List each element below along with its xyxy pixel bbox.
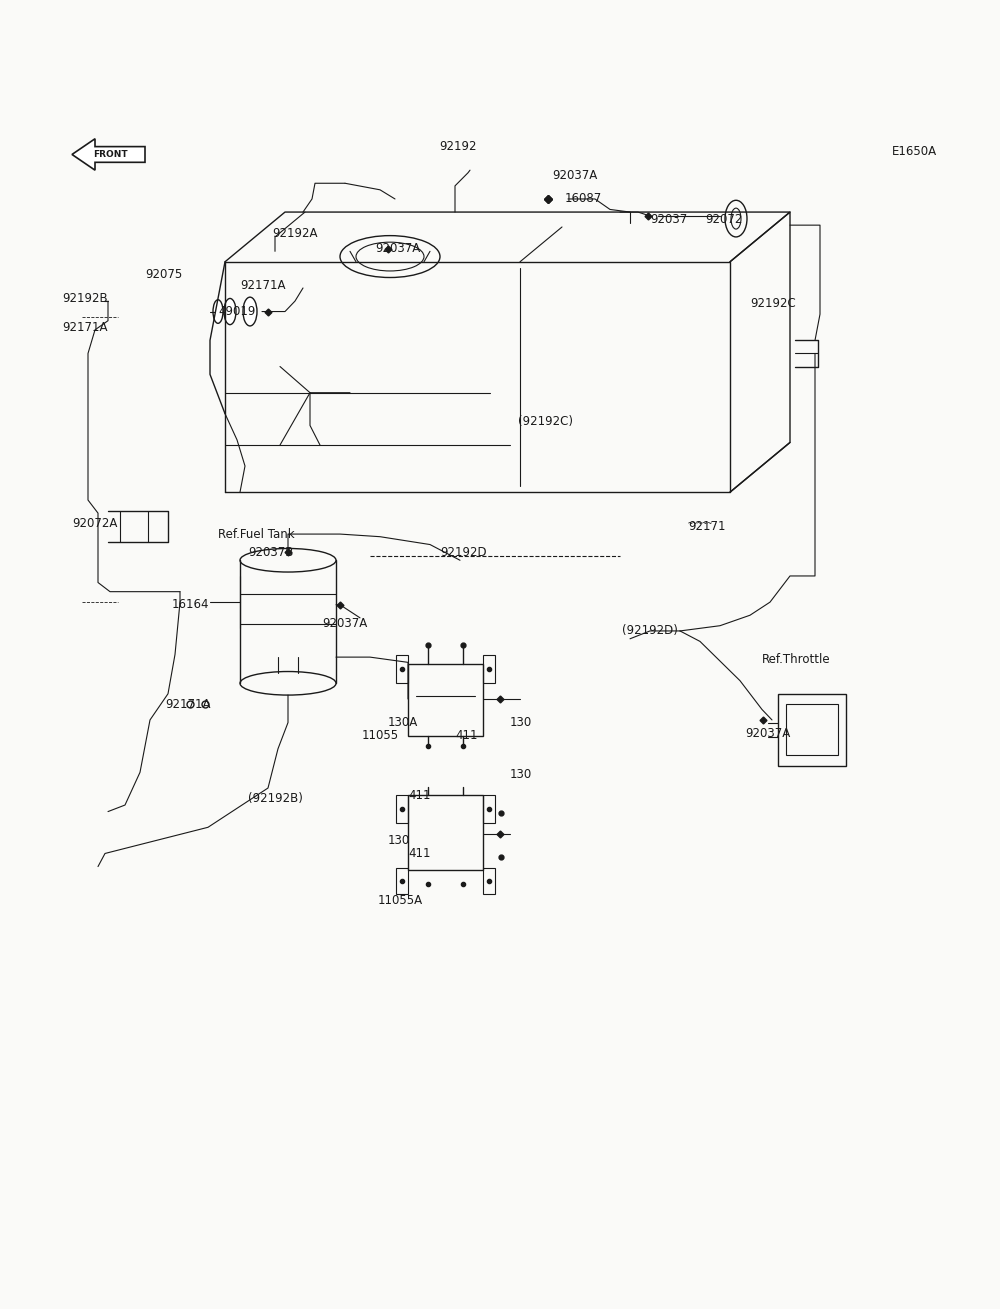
Text: 92171: 92171 bbox=[688, 520, 726, 533]
Text: 92037B: 92037B bbox=[248, 546, 293, 559]
Text: 92037A: 92037A bbox=[375, 242, 420, 255]
Bar bbox=[396, 654, 408, 683]
Text: 92192D: 92192D bbox=[440, 546, 487, 559]
Text: 130: 130 bbox=[510, 768, 532, 781]
Text: 92037A: 92037A bbox=[552, 169, 597, 182]
Bar bbox=[483, 795, 495, 823]
Bar bbox=[408, 795, 483, 870]
Text: 130: 130 bbox=[510, 716, 532, 729]
Text: 92037A: 92037A bbox=[745, 726, 790, 740]
Polygon shape bbox=[72, 139, 145, 170]
Bar bbox=[396, 795, 408, 823]
Bar bbox=[408, 664, 483, 736]
Text: 92171A: 92171A bbox=[165, 698, 210, 711]
Text: 130: 130 bbox=[388, 834, 410, 847]
Text: 92192C: 92192C bbox=[750, 297, 796, 310]
Text: 92037: 92037 bbox=[650, 213, 687, 226]
Text: 92037A: 92037A bbox=[322, 617, 367, 630]
Text: E1650A: E1650A bbox=[892, 145, 937, 158]
Ellipse shape bbox=[213, 300, 223, 323]
Bar bbox=[396, 868, 408, 894]
Text: Ref.Throttle: Ref.Throttle bbox=[762, 653, 831, 666]
Text: 411: 411 bbox=[455, 729, 478, 742]
Text: 130A: 130A bbox=[388, 716, 418, 729]
Text: FRONT: FRONT bbox=[93, 151, 128, 158]
Bar bbox=[483, 868, 495, 894]
Text: (92192D): (92192D) bbox=[622, 624, 678, 637]
Text: 49019: 49019 bbox=[218, 305, 255, 318]
Text: 92072A: 92072A bbox=[72, 517, 117, 530]
Text: 92192A: 92192A bbox=[272, 226, 318, 240]
Ellipse shape bbox=[224, 298, 236, 325]
Text: 16164: 16164 bbox=[172, 598, 210, 611]
Text: 92171A: 92171A bbox=[240, 279, 286, 292]
Text: 92171A: 92171A bbox=[62, 321, 108, 334]
Text: 92192: 92192 bbox=[439, 140, 477, 153]
Text: 92075: 92075 bbox=[145, 268, 182, 281]
Bar bbox=[778, 694, 846, 766]
Bar bbox=[786, 704, 838, 755]
Text: 92072: 92072 bbox=[705, 213, 742, 226]
Ellipse shape bbox=[243, 297, 257, 326]
Text: Ref.Fuel Tank: Ref.Fuel Tank bbox=[218, 528, 295, 541]
Text: ~~~~~: ~~~~~ bbox=[688, 520, 712, 528]
Text: 92192B: 92192B bbox=[62, 292, 108, 305]
Bar bbox=[483, 654, 495, 683]
Text: 411: 411 bbox=[408, 847, 430, 860]
Text: 11055: 11055 bbox=[362, 729, 399, 742]
Text: 16087: 16087 bbox=[565, 192, 602, 206]
Text: 11055A: 11055A bbox=[378, 894, 423, 907]
Text: (92192C): (92192C) bbox=[518, 415, 573, 428]
Text: 411: 411 bbox=[408, 789, 430, 802]
Text: (92192B): (92192B) bbox=[248, 792, 303, 805]
